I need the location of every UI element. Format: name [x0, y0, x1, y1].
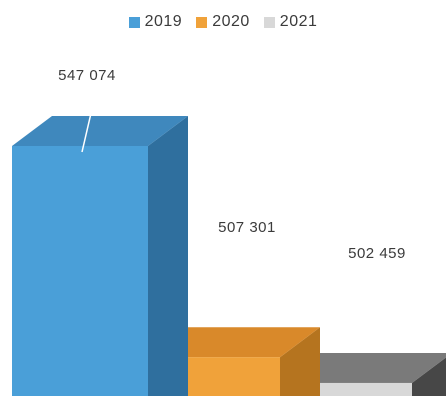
legend-label-2020: 2020 [212, 13, 250, 30]
bars-group [12, 116, 446, 396]
legend-item-2021: 2021 [263, 13, 318, 31]
bar-2019 [12, 116, 188, 396]
bar-side-2021 [412, 357, 446, 396]
chart-legend: 2019 2020 2021 [0, 13, 446, 31]
bar-top-2019 [12, 116, 188, 146]
leader-line-2021 [344, 269, 363, 321]
legend-swatch-2021 [263, 16, 275, 28]
legend-swatch-2019 [128, 16, 140, 28]
data-label-2021: 502 459 [348, 245, 406, 262]
legend-label-2021: 2021 [279, 13, 318, 30]
legend-label-2019: 2019 [144, 13, 183, 30]
legend-item-2020: 2020 [196, 13, 250, 31]
leader-line-2020 [211, 243, 229, 299]
data-label-2019: 547 074 [58, 67, 116, 84]
legend-item-2019: 2019 [128, 13, 183, 31]
bar-side-2020 [280, 327, 320, 396]
bar-top-2020 [145, 327, 320, 358]
legend-swatch-2020 [196, 16, 208, 28]
labels-group: 547 074 507 301 502 459 [58, 67, 406, 321]
data-label-2020: 507 301 [218, 219, 276, 236]
bar-side-2019 [148, 116, 188, 396]
leader-line-2019 [81, 95, 96, 153]
bar-front-2019 [12, 146, 148, 396]
